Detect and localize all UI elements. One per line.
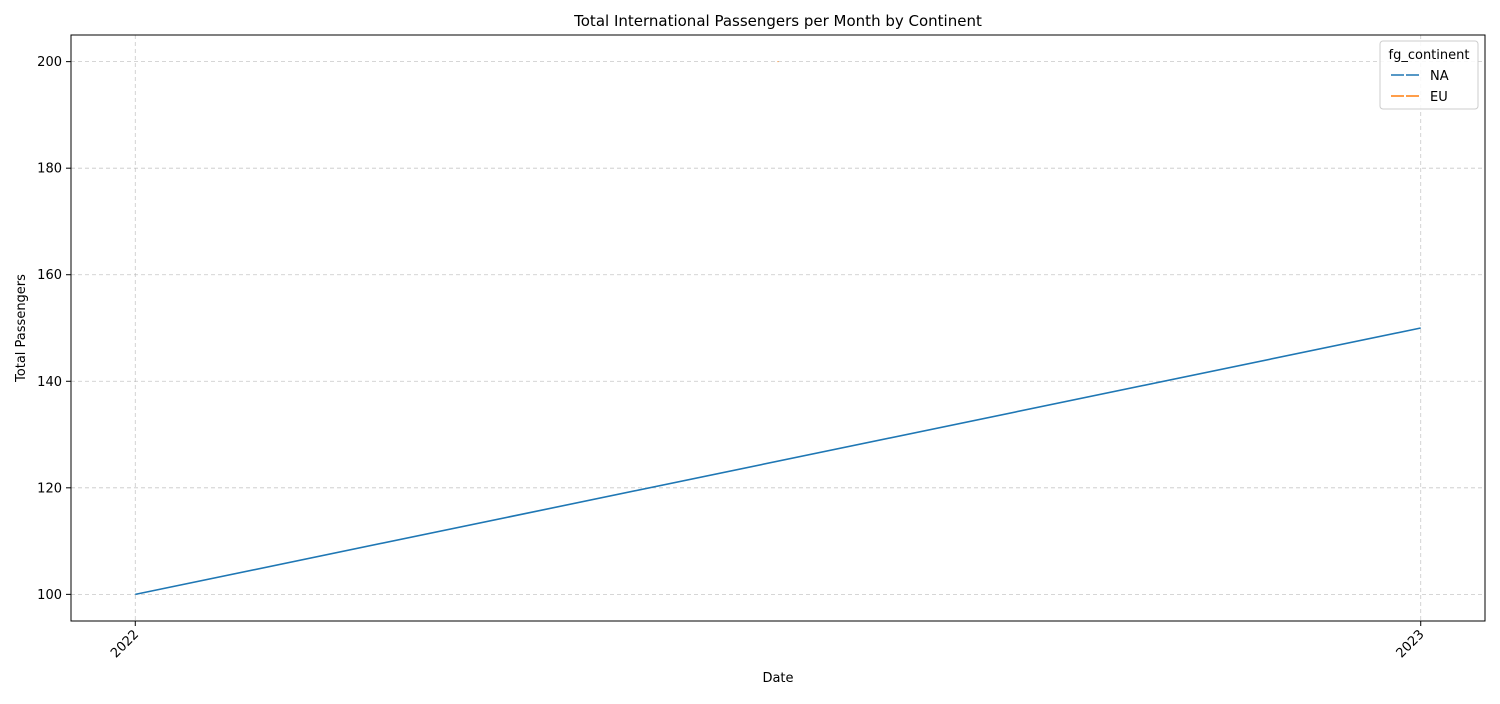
y-tick-label: 200 [37,55,62,70]
x-axis-label: Date [762,671,793,686]
x-axis-ticks: 2022 2023 [108,621,1428,661]
y-tick-label: 120 [37,481,62,496]
y-tick-label: 140 [37,375,62,390]
y-tick-label: 100 [37,588,62,603]
plot-frame [70,34,1486,622]
legend-label-na: NA [1430,69,1449,84]
y-axis-ticks: 100 120 140 160 180 200 [37,55,71,603]
legend-label-eu: EU [1430,90,1448,105]
series-line-na [135,327,1421,596]
y-axis-label: Total Passengers [14,274,29,383]
series-layer [135,61,1421,596]
grid [71,35,1485,621]
y-tick-label: 180 [37,162,62,177]
legend-box [1379,40,1479,110]
legend-items: NA EU [1391,69,1449,105]
legend-title: fg_continent [1389,48,1470,63]
x-tick-label: 2022 [108,627,142,661]
legend: fg_continent NA EU [1379,40,1479,110]
y-tick-label: 160 [37,268,62,283]
chart-title: Total International Passengers per Month… [573,12,982,30]
x-tick-label: 2023 [1394,627,1428,661]
